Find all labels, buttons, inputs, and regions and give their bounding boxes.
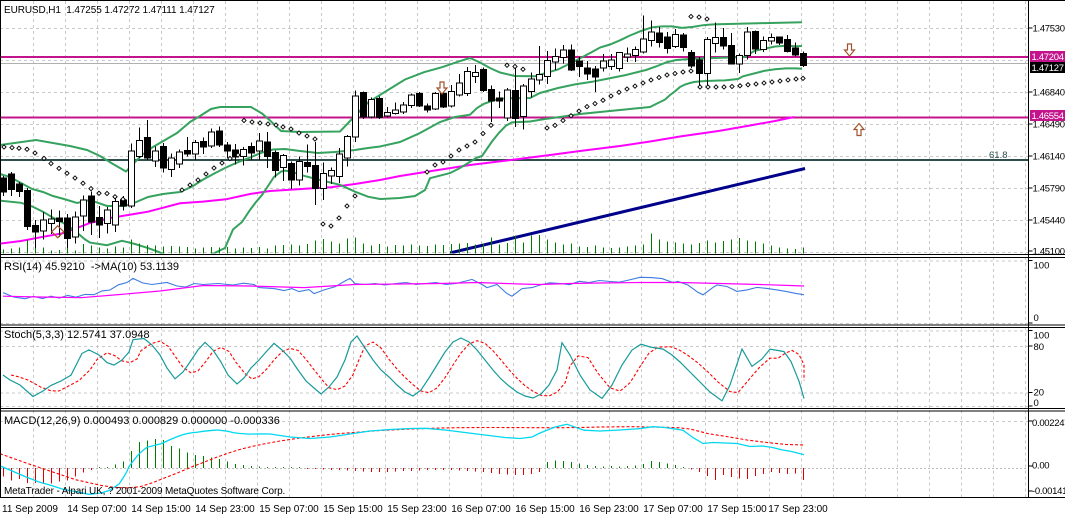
- svg-text:MetaTrader - Alpari UK, ? 2001: MetaTrader - Alpari UK, ? 2001-2009 Meta…: [4, 486, 285, 497]
- svg-text:1.47127: 1.47127: [1032, 63, 1064, 74]
- svg-text:17 Sep 23:00: 17 Sep 23:00: [768, 504, 828, 515]
- svg-text:0: 0: [1034, 313, 1039, 324]
- svg-text:1.45440: 1.45440: [1033, 216, 1065, 227]
- svg-text:1.45790: 1.45790: [1033, 184, 1065, 195]
- svg-text:0.002247: 0.002247: [1032, 418, 1065, 429]
- svg-text:1.46554: 1.46554: [1032, 111, 1064, 122]
- svg-text:15 Sep 15:00: 15 Sep 15:00: [323, 504, 383, 515]
- svg-text:MACD(12,26,9) 0.000493 0.00082: MACD(12,26,9) 0.000493 0.000829 0.000000…: [4, 415, 280, 427]
- svg-text:EURUSD,H1 1.47255 1.47272 1.4: EURUSD,H1 1.47255 1.47272 1.47111 1.4712…: [4, 5, 215, 16]
- svg-text:14 Sep 07:00: 14 Sep 07:00: [67, 504, 127, 515]
- svg-text:1.46140: 1.46140: [1033, 152, 1065, 163]
- svg-text:15 Sep 23:00: 15 Sep 23:00: [387, 504, 447, 515]
- svg-text:1.46490: 1.46490: [1033, 120, 1065, 131]
- svg-text:100: 100: [1034, 331, 1050, 342]
- svg-text:-0.001417: -0.001417: [1032, 486, 1065, 497]
- svg-text:1.47530: 1.47530: [1033, 24, 1065, 35]
- svg-text:14 Sep 23:00: 14 Sep 23:00: [195, 504, 255, 515]
- svg-text:16 Sep 23:00: 16 Sep 23:00: [579, 504, 639, 515]
- svg-text:17 Sep 07:00: 17 Sep 07:00: [643, 504, 703, 515]
- svg-text:15 Sep 07:00: 15 Sep 07:00: [259, 504, 319, 515]
- svg-text:17 Sep 15:00: 17 Sep 15:00: [707, 504, 767, 515]
- svg-text:Stoch(5,3,3) 12.5741 37.0948: Stoch(5,3,3) 12.5741 37.0948: [4, 329, 150, 341]
- svg-text:1.46840: 1.46840: [1033, 88, 1065, 99]
- svg-text:0: 0: [1034, 398, 1039, 409]
- svg-text:61.8: 61.8: [989, 150, 1008, 161]
- svg-text:20: 20: [1034, 388, 1045, 399]
- svg-text:1.47204: 1.47204: [1032, 52, 1064, 63]
- svg-text:100: 100: [1034, 261, 1050, 272]
- svg-text:16 Sep 15:00: 16 Sep 15:00: [515, 504, 575, 515]
- svg-text:0.00: 0.00: [1032, 461, 1049, 472]
- svg-text:11 Sep 2009: 11 Sep 2009: [2, 504, 58, 515]
- svg-text:16 Sep 07:00: 16 Sep 07:00: [451, 504, 511, 515]
- svg-text:14 Sep 15:00: 14 Sep 15:00: [131, 504, 191, 515]
- svg-text:RSI(14) 45.9210 ->MA(10) 53.1: RSI(14) 45.9210 ->MA(10) 53.1139: [4, 261, 179, 273]
- svg-text:80: 80: [1034, 342, 1045, 353]
- svg-text:1.45100: 1.45100: [1033, 247, 1065, 258]
